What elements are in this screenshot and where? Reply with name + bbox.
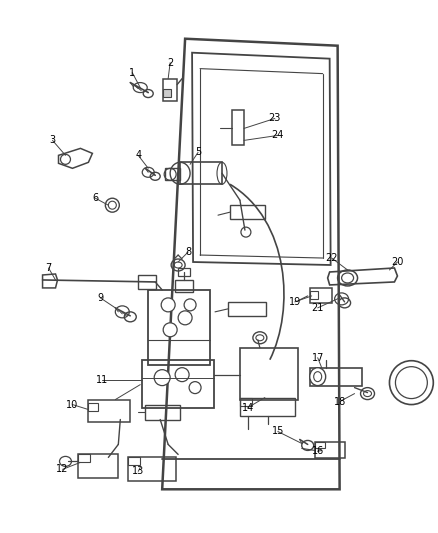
- Text: 1: 1: [129, 68, 135, 78]
- Bar: [310, 368, 361, 385]
- Bar: [232, 110, 244, 146]
- Bar: [163, 88, 171, 96]
- Bar: [310, 288, 332, 303]
- Bar: [165, 168, 180, 180]
- Bar: [78, 455, 118, 478]
- Text: 17: 17: [311, 353, 324, 363]
- Ellipse shape: [161, 298, 175, 312]
- Bar: [314, 442, 325, 448]
- Ellipse shape: [184, 299, 196, 311]
- Bar: [180, 163, 222, 184]
- Text: 21: 21: [311, 303, 324, 313]
- Text: 22: 22: [325, 253, 338, 263]
- Bar: [163, 78, 177, 101]
- Text: 18: 18: [333, 397, 346, 407]
- Text: 4: 4: [135, 150, 141, 160]
- Bar: [240, 398, 252, 406]
- Bar: [314, 442, 345, 458]
- Ellipse shape: [175, 368, 189, 382]
- Ellipse shape: [396, 367, 427, 399]
- Bar: [142, 360, 214, 408]
- Bar: [240, 398, 295, 416]
- Text: 3: 3: [49, 135, 56, 146]
- Bar: [138, 275, 156, 289]
- Text: 15: 15: [272, 426, 284, 437]
- Text: 7: 7: [46, 263, 52, 273]
- Ellipse shape: [189, 382, 201, 393]
- Ellipse shape: [163, 323, 177, 337]
- Bar: [310, 291, 318, 299]
- Text: 10: 10: [66, 400, 78, 409]
- Text: 13: 13: [132, 466, 145, 477]
- Text: 9: 9: [97, 293, 103, 303]
- Bar: [128, 457, 176, 481]
- Text: 2: 2: [167, 58, 173, 68]
- Ellipse shape: [342, 273, 353, 283]
- Text: 20: 20: [391, 257, 404, 267]
- Ellipse shape: [310, 368, 326, 385]
- Text: 11: 11: [96, 375, 109, 385]
- Text: 14: 14: [242, 402, 254, 413]
- Text: 5: 5: [195, 147, 201, 157]
- Text: 24: 24: [272, 131, 284, 140]
- Bar: [88, 400, 130, 422]
- Bar: [240, 348, 298, 400]
- Text: 23: 23: [268, 114, 281, 124]
- Text: 16: 16: [311, 447, 324, 456]
- Text: 8: 8: [185, 247, 191, 257]
- Bar: [88, 402, 99, 410]
- Bar: [230, 205, 265, 219]
- Ellipse shape: [154, 370, 170, 385]
- Ellipse shape: [178, 311, 192, 325]
- Bar: [145, 405, 180, 419]
- Bar: [175, 280, 193, 292]
- Text: 19: 19: [289, 297, 301, 307]
- Bar: [148, 290, 210, 365]
- Text: 12: 12: [57, 464, 69, 474]
- Bar: [78, 455, 90, 462]
- Bar: [178, 268, 190, 276]
- Bar: [228, 302, 266, 316]
- Bar: [128, 457, 140, 465]
- Text: 6: 6: [92, 193, 99, 203]
